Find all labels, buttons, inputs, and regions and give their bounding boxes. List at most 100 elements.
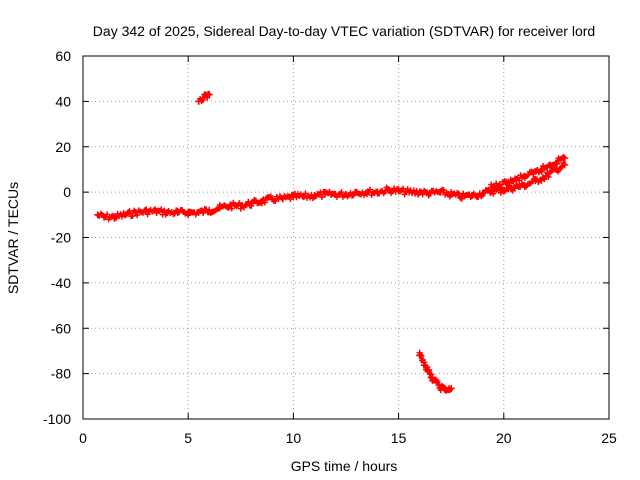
y-tick-labels: -100 -80 -60 -40 -20 0 20 40 60 [43, 48, 71, 427]
data-point [447, 190, 455, 198]
series-3 [195, 90, 213, 105]
data-point [342, 190, 350, 198]
data-point [195, 97, 203, 105]
y-axis-label: SDTVAR / TECUs [5, 182, 21, 294]
data-point [247, 199, 255, 207]
series-2 [487, 153, 569, 192]
data-point [420, 358, 428, 366]
data-point [479, 189, 487, 197]
data-point [546, 161, 554, 169]
data-point [552, 165, 560, 173]
data-point [416, 188, 424, 196]
data-point [374, 188, 382, 196]
data-point [111, 213, 119, 221]
data-point [538, 165, 546, 173]
data-point [174, 209, 182, 217]
y-tick-label: -100 [43, 411, 71, 427]
data-point [268, 195, 276, 203]
data-point [195, 209, 203, 217]
data-point [237, 202, 245, 210]
data-point [437, 383, 445, 391]
x-tick-label: 20 [496, 430, 512, 446]
data-point [458, 193, 466, 201]
plot-frame [82, 55, 610, 420]
data-point [504, 179, 512, 187]
data-point [428, 371, 435, 378]
data-point [326, 188, 333, 195]
data-point [171, 210, 178, 217]
x-tick-label: 10 [286, 430, 302, 446]
y-tick-label: 0 [63, 184, 71, 200]
data-point [561, 161, 569, 169]
series-4 [416, 349, 455, 394]
data-series [94, 90, 569, 394]
data-point [384, 186, 392, 194]
data-point [100, 213, 108, 221]
data-point [561, 154, 569, 162]
y-tick-label: -60 [51, 320, 71, 336]
data-point [163, 209, 171, 217]
data-point [510, 184, 518, 192]
data-point [521, 181, 529, 189]
data-point [487, 184, 495, 192]
data-point [424, 367, 432, 375]
data-point [496, 181, 504, 189]
x-tick-labels: 0 5 10 15 20 25 [79, 430, 617, 446]
data-point [428, 374, 436, 382]
data-point [142, 207, 150, 215]
y-tick-label: 40 [55, 93, 71, 109]
data-point [129, 213, 136, 220]
data-point [426, 189, 434, 197]
data-point [516, 177, 523, 184]
y-tick-label: -80 [51, 366, 71, 382]
data-point [279, 195, 287, 203]
x-tick-label: 0 [79, 430, 87, 446]
data-point [542, 172, 550, 180]
data-point [521, 172, 529, 180]
x-tick-label: 5 [184, 430, 192, 446]
y-tick-label: -40 [51, 275, 71, 291]
data-point [529, 170, 537, 178]
data-point [331, 190, 339, 198]
data-point [353, 188, 361, 196]
data-point [363, 188, 371, 196]
y-tick-label: -20 [51, 230, 71, 246]
data-point [300, 193, 308, 201]
data-point [432, 379, 440, 387]
data-point [468, 192, 476, 200]
data-point [447, 384, 455, 392]
chart-title: Day 342 of 2025, Sidereal Day-to-day VTE… [93, 23, 595, 39]
data-point [226, 202, 234, 210]
data-point [538, 177, 545, 184]
data-point [555, 156, 563, 164]
data-point [310, 192, 318, 200]
axis-ticks [82, 55, 610, 420]
data-point [338, 189, 345, 196]
data-point [416, 351, 424, 359]
data-point [350, 192, 357, 199]
data-point [531, 177, 539, 185]
grid-lines [83, 56, 609, 419]
data-point [424, 189, 431, 196]
y-tick-label: 20 [55, 139, 71, 155]
data-point [405, 188, 413, 196]
data-point [205, 206, 213, 214]
x-tick-label: 15 [391, 430, 407, 446]
data-point [512, 176, 520, 184]
y-tick-label: 60 [55, 48, 71, 64]
data-point [199, 94, 207, 102]
data-point [158, 206, 165, 213]
data-point [121, 211, 129, 219]
data-point [184, 209, 192, 217]
x-tick-label: 25 [601, 430, 617, 446]
data-point [205, 91, 213, 99]
series-1 [94, 159, 569, 223]
data-point [321, 190, 329, 198]
data-point [258, 197, 266, 205]
data-point [216, 204, 224, 212]
data-point [94, 211, 102, 219]
data-point [437, 188, 445, 196]
data-point [289, 193, 297, 201]
x-axis-label: GPS time / hours [291, 458, 398, 474]
